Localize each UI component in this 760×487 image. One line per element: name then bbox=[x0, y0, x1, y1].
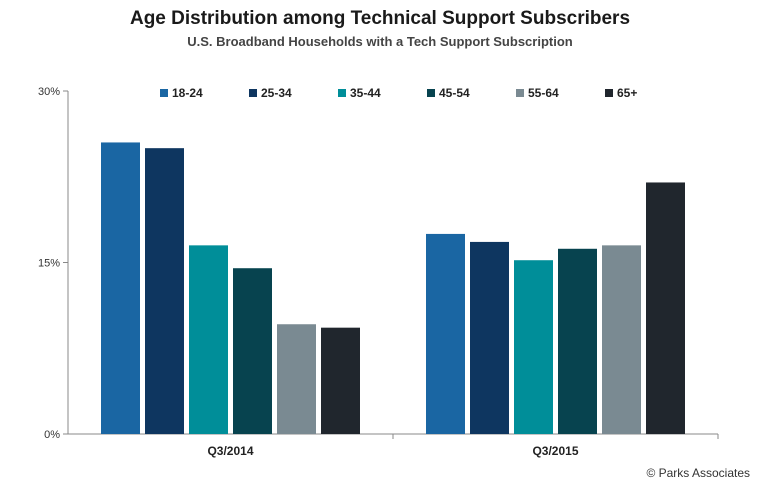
bar-35-44-Q3/2015 bbox=[514, 260, 553, 434]
bar-18-24-Q3/2015 bbox=[426, 233, 465, 434]
bar-25-34-Q3/2015 bbox=[470, 241, 509, 434]
bar-45-54-Q3/2015 bbox=[558, 248, 597, 434]
bar-45-54-Q3/2014 bbox=[233, 268, 272, 434]
bar-55-64-Q3/2014 bbox=[277, 324, 316, 434]
legend-swatch-65+ bbox=[605, 89, 613, 97]
legend-label-18-24: 18-24 bbox=[172, 86, 203, 100]
x-tick-label: Q3/2015 bbox=[532, 444, 578, 458]
x-tick-label: Q3/2014 bbox=[207, 444, 253, 458]
legend-label-35-44: 35-44 bbox=[350, 86, 381, 100]
bar-55-64-Q3/2015 bbox=[602, 245, 641, 434]
bar-25-34-Q3/2014 bbox=[145, 148, 184, 434]
bar-18-24-Q3/2014 bbox=[101, 142, 140, 434]
legend-label-25-34: 25-34 bbox=[261, 86, 292, 100]
bar-65+-Q3/2014 bbox=[321, 327, 360, 434]
legend-label-55-64: 55-64 bbox=[528, 86, 559, 100]
copyright-text: © Parks Associates bbox=[646, 466, 750, 480]
legend-swatch-45-54 bbox=[427, 89, 435, 97]
y-tick-label: 0% bbox=[44, 429, 60, 441]
y-tick-label: 15% bbox=[38, 258, 60, 270]
legend-swatch-35-44 bbox=[338, 89, 346, 97]
legend-swatch-18-24 bbox=[160, 89, 168, 97]
bar-35-44-Q3/2014 bbox=[189, 245, 228, 434]
chart-title: Age Distribution among Technical Support… bbox=[129, 8, 631, 29]
legend-swatch-55-64 bbox=[516, 89, 524, 97]
chart-subtitle: U.S. Broadband Households with a Tech Su… bbox=[187, 34, 573, 49]
y-tick-label: 30% bbox=[38, 86, 60, 98]
bar-65+-Q3/2015 bbox=[646, 182, 685, 434]
legend-swatch-25-34 bbox=[249, 89, 257, 97]
legend-label-45-54: 45-54 bbox=[439, 86, 470, 100]
legend-label-65+: 65+ bbox=[617, 86, 637, 100]
